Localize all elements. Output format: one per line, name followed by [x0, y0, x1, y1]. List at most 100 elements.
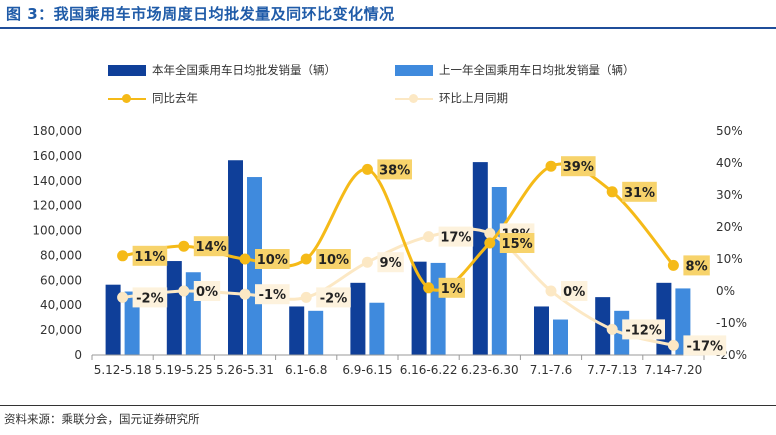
y-left-tick-label: 120,000	[32, 199, 82, 213]
legend-item-mom: 环比上月同期	[395, 90, 508, 106]
data-label-yoy-group: 10%	[255, 249, 290, 269]
y-left-tick-label: 0	[74, 348, 82, 362]
x-tick-label: 5.12-5.18	[94, 363, 152, 377]
point-yoy	[484, 237, 496, 249]
y-right-tick-label: 10%	[716, 252, 743, 266]
point-mom	[667, 339, 679, 351]
y-left-tick-label: 60,000	[40, 273, 82, 287]
data-label-mom-bg	[132, 287, 168, 308]
data-label-mom: -2%	[136, 291, 163, 306]
data-label-yoy: 10%	[318, 253, 349, 268]
bar-current	[472, 162, 488, 355]
data-label-yoy-bg	[561, 156, 596, 177]
data-label-yoy: 38%	[379, 163, 410, 178]
x-tick-label: 5.26-5.31	[216, 363, 274, 377]
data-label-yoy: 1%	[441, 282, 463, 297]
bar-current	[105, 284, 121, 355]
bar-prior	[430, 262, 446, 355]
x-tick-label: 6.16-6.22	[400, 363, 458, 377]
y-left-tick-label: 20,000	[40, 323, 82, 337]
data-label-yoy-group: 39%	[561, 156, 596, 177]
data-label-yoy: 14%	[196, 240, 227, 255]
data-label-mom: 0%	[196, 285, 218, 300]
data-label-yoy-bg	[255, 249, 290, 269]
bar-prior	[491, 187, 507, 355]
data-label-mom-group: -12%	[622, 319, 665, 340]
data-label-mom: -17%	[687, 339, 724, 354]
legend-item-yoy: 同比去年	[108, 90, 198, 106]
point-mom	[239, 288, 251, 300]
legend-item-prior: 上一年全国乘用车日均批发销量（辆）	[395, 62, 635, 78]
bar-prior	[553, 319, 568, 355]
bar-prior	[308, 310, 324, 355]
data-label-yoy-group: 14%	[193, 236, 229, 257]
data-label-mom-bg	[438, 226, 474, 247]
bar-prior	[247, 177, 262, 355]
data-label-mom-group: -2%	[132, 287, 168, 308]
point-yoy	[423, 282, 435, 294]
y-right-tick-label: -10%	[716, 316, 747, 330]
data-label-yoy-group: 1%	[438, 277, 465, 298]
bar-prior	[369, 302, 385, 355]
data-label-yoy-group: 31%	[622, 181, 657, 202]
data-label-yoy-bg	[377, 159, 412, 180]
data-label-yoy: 8%	[686, 259, 708, 274]
data-label-mom-group: -17%	[683, 335, 727, 356]
data-label-yoy-group: 10%	[316, 249, 351, 269]
data-label-mom-group: 9%	[377, 252, 404, 273]
data-label-yoy-group: 38%	[377, 159, 412, 180]
data-label-mom: -1%	[259, 288, 286, 303]
legend-item-current: 本年全国乘用车日均批发销量（辆）	[108, 62, 336, 78]
data-label-yoy: 10%	[257, 253, 288, 268]
chart-plot: 0 20,000 40,000 60,000 80,000 100,000 120,000 1…	[32, 124, 747, 377]
data-label-mom-group: -1%	[255, 284, 290, 305]
point-mom	[178, 285, 190, 297]
x-tick-label: 7.14-7.20	[645, 363, 703, 377]
figure-title: 图 3：我国乘用车市场周度日均批发量及同环比变化情况	[6, 5, 395, 23]
point-mom	[300, 291, 312, 303]
data-label-mom: -2%	[320, 291, 347, 306]
point-yoy	[667, 259, 679, 271]
point-mom	[484, 227, 496, 239]
data-label-mom-bg	[193, 281, 221, 301]
legend-label-current: 本年全国乘用车日均批发销量（辆）	[152, 63, 336, 77]
y-right-tick-label: 30%	[716, 188, 743, 202]
data-label-mom-bg	[377, 252, 404, 273]
y-left-tick-label: 140,000	[32, 174, 82, 188]
point-mom	[423, 231, 435, 243]
point-yoy	[545, 160, 557, 172]
data-label-mom: 17%	[440, 231, 471, 246]
y-right-tick-label: 40%	[716, 156, 743, 170]
data-label-yoy-bg	[132, 245, 168, 266]
x-tick-label: 7.7-7.13	[587, 363, 637, 377]
x-tick-label: 7.1-7.6	[530, 363, 573, 377]
data-label-yoy: 39%	[563, 160, 594, 175]
bar-current	[411, 261, 427, 355]
data-label-mom: -12%	[625, 323, 662, 338]
data-label-mom-group: 17%	[438, 226, 474, 247]
chart-legend: 本年全国乘用车日均批发销量（辆） 上一年全国乘用车日均批发销量（辆） 同比去年 …	[0, 58, 776, 108]
legend-swatch-current	[108, 64, 146, 76]
data-label-yoy-bg	[193, 236, 229, 257]
bar-current	[166, 261, 182, 355]
data-label-yoy-bg	[438, 277, 465, 298]
legend-marker-yoy	[108, 93, 146, 104]
data-label-mom: 9%	[380, 256, 402, 271]
data-label-yoy-group: 15%	[499, 233, 535, 253]
y-left-tick-label: 180,000	[32, 124, 82, 138]
data-label-mom: 0%	[563, 285, 585, 300]
point-yoy	[300, 253, 312, 265]
data-label-yoy: 15%	[502, 237, 533, 252]
legend-marker-mom	[395, 93, 433, 104]
point-mom	[117, 291, 129, 303]
data-label-yoy: 11%	[134, 250, 165, 265]
data-label-mom-bg	[316, 287, 351, 308]
data-label-mom-group: -2%	[316, 287, 351, 308]
data-label-yoy-group: 8%	[683, 255, 710, 276]
data-label-mom-group: 0%	[193, 281, 221, 301]
point-yoy	[117, 250, 129, 262]
legend-label-prior: 上一年全国乘用车日均批发销量（辆）	[439, 63, 635, 77]
source-note: 资料来源：乘联分会，国元证券研究所	[4, 412, 200, 426]
data-label-mom-bg	[683, 335, 727, 356]
point-mom	[606, 323, 618, 335]
